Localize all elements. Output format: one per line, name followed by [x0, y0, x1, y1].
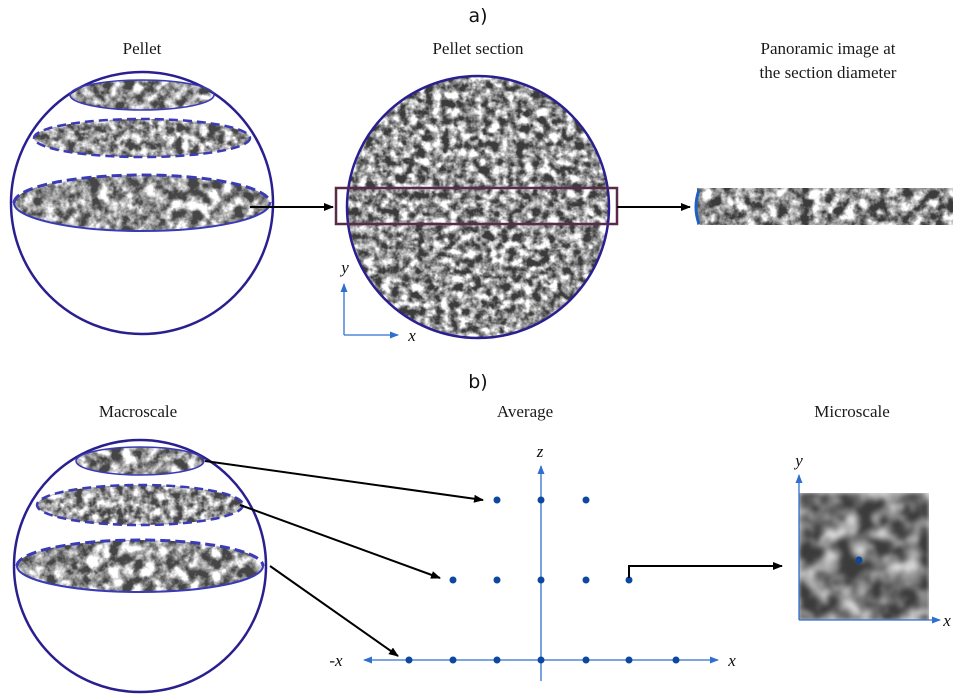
average-neg-x-label: -x [329, 651, 343, 670]
grid-point [449, 576, 457, 584]
grid-point [537, 656, 545, 664]
grid-point [405, 656, 413, 664]
macroscale-title: Macroscale [99, 402, 177, 421]
panel-b-label: b) [468, 371, 487, 393]
grid-point [582, 656, 590, 664]
pellet-sphere [9, 70, 275, 336]
grid-point [449, 656, 457, 664]
grid-point [582, 576, 590, 584]
pellet-slice-top [69, 79, 215, 111]
average-title: Average [497, 402, 553, 421]
microscale-x-label: x [942, 611, 951, 630]
grid-point [493, 656, 501, 664]
macroscale-slice-top [75, 446, 205, 476]
grid-point [625, 656, 633, 664]
arrow-middle-slice-to-grid [239, 504, 441, 579]
microscale-center-point [855, 556, 863, 564]
grid-point [493, 496, 501, 504]
grid-point [493, 576, 501, 584]
arrow-point-to-microscale [628, 562, 783, 578]
grid-point [537, 576, 545, 584]
grid-point [582, 496, 590, 504]
microscale-texture [799, 493, 929, 620]
grid-point [537, 496, 545, 504]
panoramic-title-line1: Panoramic image at [760, 39, 895, 58]
macroscale-sphere [12, 438, 268, 694]
microscale-title: Microscale [814, 402, 890, 421]
panoramic-edge-mark [694, 189, 701, 225]
pellet-section-title: Pellet section [432, 39, 524, 58]
macroscale-slice-equator [15, 538, 265, 593]
section-axes: y x [339, 258, 416, 345]
average-axes: z x -x [329, 442, 736, 681]
panoramic-strip [694, 188, 953, 225]
pellet-title: Pellet [123, 39, 162, 58]
macroscale-slice-middle [35, 483, 245, 527]
microscale-view: y x [793, 451, 951, 630]
panoramic-title-line2: the section diameter [760, 63, 897, 82]
microscale-y-label: y [793, 451, 803, 470]
average-points [405, 496, 680, 664]
grid-point [625, 576, 633, 584]
section-y-label: y [339, 258, 349, 277]
arrow-top-slice-to-grid [204, 460, 484, 503]
arrow-equator-slice-to-grid [269, 565, 399, 657]
pellet-section-disk [345, 74, 611, 340]
grid-point [672, 656, 680, 664]
average-z-label: z [536, 442, 544, 461]
average-x-label: x [727, 651, 736, 670]
pellet-slice-middle [32, 117, 252, 159]
panel-a-label: a) [468, 5, 487, 27]
section-x-label: x [407, 326, 416, 345]
pellet-slice-equator [12, 173, 272, 232]
